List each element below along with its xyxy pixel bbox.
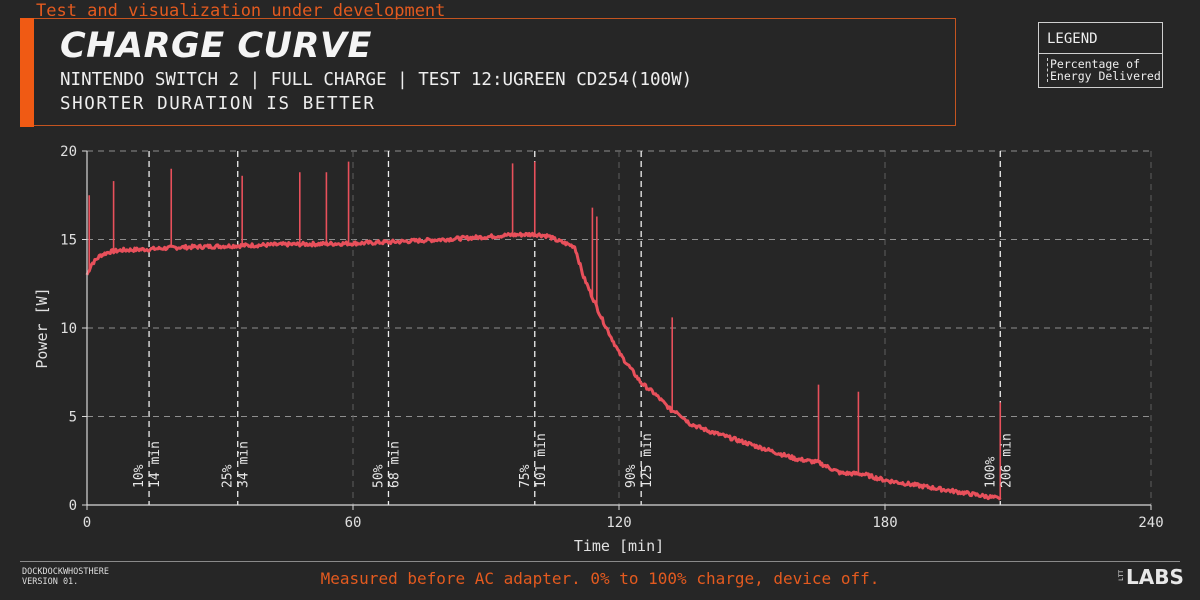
x-tick-label: 60 [345,515,362,531]
marker-time-label: 206 min [999,433,1014,488]
marker-time-label: 101 min [534,433,549,488]
legend-title: LEGEND [1047,31,1098,47]
y-tick-label: 0 [69,498,77,514]
series-line [85,231,1002,501]
x-tick-label: 120 [606,515,631,531]
marker-percent-label: 90% [624,464,639,488]
marker-percent-label: 10% [132,464,147,488]
marker-time-label: 34 min [237,441,252,488]
x-tick-label: 0 [83,515,91,531]
marker-percent-label: 50% [371,464,386,488]
x-tick-label: 240 [1138,515,1163,531]
ltt-labs-logo: LABS [1126,565,1184,589]
y-tick-label: 20 [60,144,77,160]
marker-percent-label: 100% [983,457,998,488]
y-tick-label: 5 [69,410,77,426]
marker-time-label: 68 min [387,441,402,488]
title-accent-bar [20,18,34,127]
y-tick-label: 10 [60,321,77,337]
dev-note: Test and visualization under development [36,1,446,21]
y-tick-label: 15 [60,233,77,249]
marker-percent-label: 75% [518,464,533,488]
y-axis-label: Power [W] [33,287,51,368]
legend: LEGEND Percentage of Energy Delivered [1038,22,1163,88]
legend-entry: Percentage of Energy Delivered [1047,58,1161,82]
logo-small-text: LTT [1118,570,1125,581]
chart-title: CHARGE CURVE [60,26,372,66]
footer-divider [20,561,1180,562]
credit-text: DOCKDOCKWHOSTHERE VERSION 01. [22,567,109,587]
marker-percent-label: 25% [221,464,236,488]
footnote: Measured before AC adapter. 0% to 100% c… [320,569,880,588]
marker-time-label: 14 min [148,441,163,488]
chart-subtitle-2: SHORTER DURATION IS BETTER [60,94,376,114]
marker-time-label: 125 min [640,433,655,488]
legend-divider [1039,53,1162,54]
x-axis-label: Time [min] [574,537,664,555]
chart-subtitle: NINTENDO SWITCH 2 | FULL CHARGE | TEST 1… [60,70,693,90]
x-tick-label: 180 [872,515,897,531]
